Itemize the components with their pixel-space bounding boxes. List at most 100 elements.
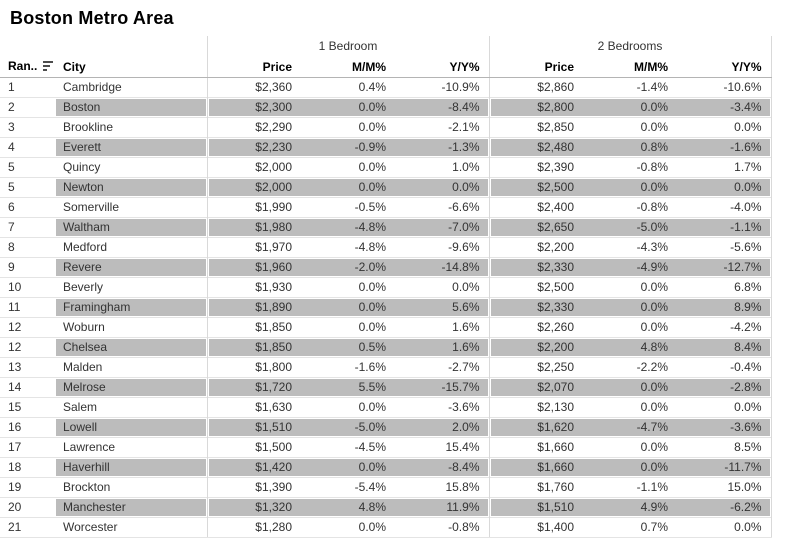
yy-2br-cell[interactable]: -6.2%: [677, 497, 772, 518]
price-2br-cell[interactable]: $2,500: [488, 177, 583, 198]
yy-1br-cell[interactable]: 15.8%: [395, 477, 489, 498]
rank-cell[interactable]: 12: [0, 317, 56, 338]
yy-2br-cell[interactable]: -1.6%: [677, 137, 772, 158]
yy-1br-column-header[interactable]: Y/Y%: [395, 56, 489, 78]
price-2br-cell[interactable]: $2,130: [488, 397, 583, 418]
rank-cell[interactable]: 18: [0, 457, 56, 478]
mm-2br-cell[interactable]: 0.0%: [583, 117, 677, 138]
mm-1br-cell[interactable]: 0.0%: [301, 317, 395, 338]
price-2br-cell[interactable]: $2,070: [488, 377, 583, 398]
mm-2br-cell[interactable]: -4.3%: [583, 237, 677, 258]
price-2br-cell[interactable]: $2,250: [488, 357, 583, 378]
mm-1br-cell[interactable]: 0.0%: [301, 457, 395, 478]
mm-2br-cell[interactable]: 4.8%: [583, 337, 677, 358]
city-cell[interactable]: Beverly: [56, 277, 207, 298]
price-2br-cell[interactable]: $2,200: [488, 237, 583, 258]
city-cell[interactable]: Salem: [56, 397, 207, 418]
rank-cell[interactable]: 21: [0, 517, 56, 538]
yy-1br-cell[interactable]: -8.4%: [395, 457, 489, 478]
city-cell[interactable]: Cambridge: [63, 80, 122, 94]
price-1br-cell[interactable]: $1,990: [206, 197, 301, 218]
city-cell[interactable]: Manchester: [56, 497, 207, 518]
mm-1br-cell[interactable]: -1.6%: [301, 357, 395, 378]
city-cell[interactable]: Newton: [56, 177, 207, 198]
mm-2br-cell[interactable]: -5.0%: [583, 217, 677, 238]
mm-1br-cell[interactable]: 0.4%: [358, 80, 386, 94]
mm-2br-column-header[interactable]: M/M%: [583, 56, 677, 78]
yy-2br-cell[interactable]: 15.0%: [677, 477, 772, 498]
city-cell[interactable]: Melrose: [56, 377, 207, 398]
price-2br-cell[interactable]: $2,860: [488, 77, 583, 98]
rank-cell[interactable]: 8: [0, 237, 56, 258]
mm-1br-cell[interactable]: 0.0%: [301, 277, 395, 298]
mm-1br-cell[interactable]: 0.0%: [301, 517, 395, 538]
price-1br-cell[interactable]: $2,360: [206, 77, 301, 98]
price-2br-cell[interactable]: $1,660: [488, 437, 583, 458]
yy-1br-cell[interactable]: -7.0%: [395, 217, 489, 238]
mm-1br-cell[interactable]: 0.0%: [301, 297, 395, 318]
yy-1br-cell[interactable]: -10.9%: [441, 80, 480, 94]
yy-2br-cell[interactable]: 0.0%: [677, 397, 772, 418]
price-2br-cell[interactable]: $1,760: [488, 477, 583, 498]
mm-2br-cell[interactable]: 0.0%: [583, 177, 677, 198]
yy-1br-cell[interactable]: -14.8%: [395, 257, 489, 278]
yy-2br-cell[interactable]: -4.2%: [677, 317, 772, 338]
mm-1br-cell[interactable]: 0.0%: [301, 117, 395, 138]
mm-2br-cell[interactable]: 0.7%: [583, 517, 677, 538]
rank-cell[interactable]: 3: [0, 117, 56, 138]
rank-cell[interactable]: 16: [0, 417, 56, 438]
price-1br-cell[interactable]: $1,280: [206, 517, 301, 538]
price-2br-cell[interactable]: $2,850: [488, 117, 583, 138]
city-cell[interactable]: Malden: [56, 357, 207, 378]
yy-1br-cell[interactable]: 0.0%: [395, 177, 489, 198]
city-cell[interactable]: Revere: [56, 257, 207, 278]
price-1br-cell[interactable]: $1,930: [206, 277, 301, 298]
price-2br-cell[interactable]: $1,400: [488, 517, 583, 538]
price-1br-cell[interactable]: $1,630: [206, 397, 301, 418]
mm-1br-cell[interactable]: -5.0%: [301, 417, 395, 438]
city-cell[interactable]: Brockton: [56, 477, 207, 498]
price-1br-cell[interactable]: $1,850: [206, 317, 301, 338]
city-cell[interactable]: Woburn: [56, 317, 207, 338]
mm-1br-cell[interactable]: -4.8%: [301, 217, 395, 238]
city-cell[interactable]: Medford: [56, 237, 207, 258]
price-2br-cell[interactable]: $2,390: [488, 157, 583, 178]
price-1br-cell[interactable]: $1,890: [206, 297, 301, 318]
yy-2br-cell[interactable]: -4.0%: [677, 197, 772, 218]
city-cell[interactable]: Chelsea: [56, 337, 207, 358]
price-1br-cell[interactable]: $1,500: [206, 437, 301, 458]
price-2br-cell[interactable]: $2,800: [488, 97, 583, 118]
rank-column-header[interactable]: Ran..: [0, 56, 56, 78]
price-1br-cell[interactable]: $1,980: [206, 217, 301, 238]
yy-1br-cell[interactable]: -6.6%: [395, 197, 489, 218]
group-header-2-bedrooms[interactable]: 2 Bedrooms: [488, 36, 772, 56]
city-cell[interactable]: Haverhill: [56, 457, 207, 478]
price-2br-cell[interactable]: $1,660: [488, 457, 583, 478]
yy-2br-cell[interactable]: 0.0%: [677, 117, 772, 138]
yy-2br-cell[interactable]: 8.4%: [677, 337, 772, 358]
price-1br-cell[interactable]: $2,000: [206, 157, 301, 178]
yy-1br-cell[interactable]: -3.6%: [395, 397, 489, 418]
city-cell[interactable]: Somerville: [56, 197, 207, 218]
price-1br-cell[interactable]: $2,300: [206, 97, 301, 118]
price-2br-cell[interactable]: $2,650: [488, 217, 583, 238]
mm-1br-cell[interactable]: -4.5%: [301, 437, 395, 458]
mm-2br-cell[interactable]: -4.7%: [583, 417, 677, 438]
rank-cell[interactable]: 5: [0, 157, 56, 178]
mm-1br-cell[interactable]: -2.0%: [301, 257, 395, 278]
city-cell[interactable]: Brookline: [56, 117, 207, 138]
yy-1br-cell[interactable]: 0.0%: [395, 277, 489, 298]
price-2br-cell[interactable]: $2,480: [488, 137, 583, 158]
price-1br-cell[interactable]: $1,420: [206, 457, 301, 478]
price-1br-cell[interactable]: $1,970: [206, 237, 301, 258]
yy-2br-cell[interactable]: -5.6%: [677, 237, 772, 258]
yy-2br-cell[interactable]: 6.8%: [677, 277, 772, 298]
rank-cell[interactable]: 5: [0, 177, 56, 198]
yy-1br-cell[interactable]: 1.0%: [395, 157, 489, 178]
yy-1br-cell[interactable]: -9.6%: [395, 237, 489, 258]
city-cell[interactable]: Framingham: [56, 297, 207, 318]
mm-2br-cell[interactable]: -0.8%: [583, 157, 677, 178]
yy-2br-cell[interactable]: -10.6%: [677, 77, 772, 98]
city-cell[interactable]: Worcester: [56, 517, 207, 538]
price-1br-cell[interactable]: $1,720: [206, 377, 301, 398]
